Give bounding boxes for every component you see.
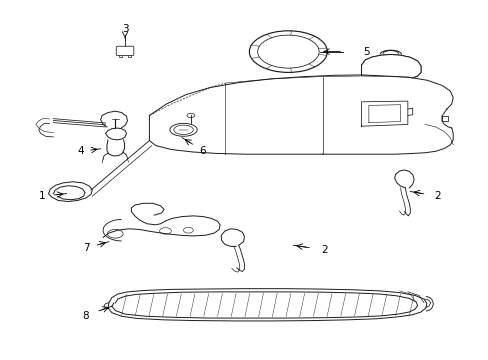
Text: 1: 1 — [39, 191, 45, 201]
Polygon shape — [361, 54, 420, 78]
Text: 4: 4 — [78, 146, 84, 156]
Text: 2: 2 — [433, 191, 440, 201]
Text: 8: 8 — [82, 311, 89, 320]
Polygon shape — [105, 128, 126, 140]
FancyBboxPatch shape — [116, 46, 134, 55]
Text: 3: 3 — [122, 24, 128, 35]
Polygon shape — [48, 182, 92, 202]
Text: 7: 7 — [82, 243, 89, 253]
Polygon shape — [108, 289, 426, 321]
Text: 5: 5 — [363, 46, 369, 57]
Text: 2: 2 — [321, 245, 327, 255]
Text: 6: 6 — [199, 145, 206, 156]
